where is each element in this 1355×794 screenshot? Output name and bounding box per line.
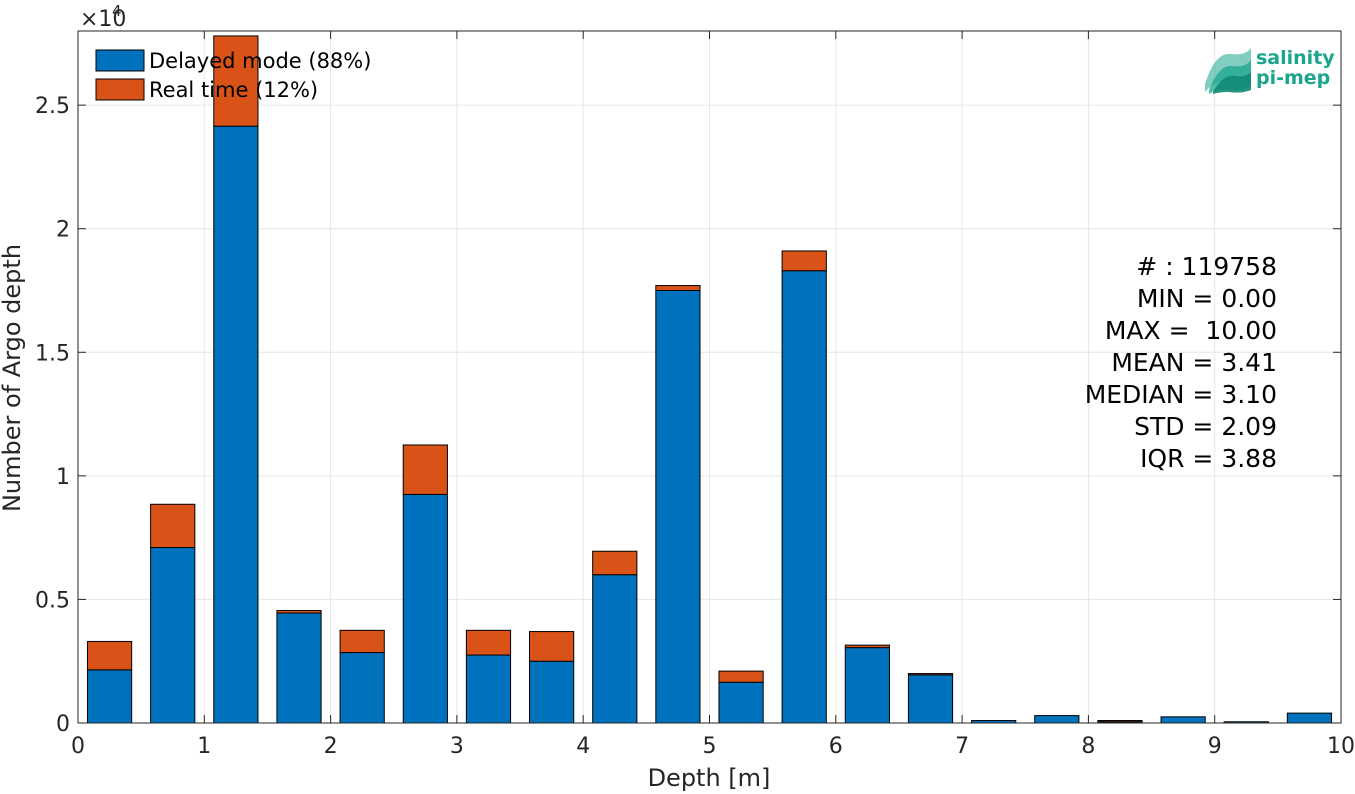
bar-real-time (86, 640, 133, 671)
bar-delayed-mode (402, 493, 448, 724)
x-axis-title: Depth [m] (648, 764, 771, 792)
bar-real-time (213, 35, 259, 127)
bar-delayed-mode (276, 612, 322, 724)
bar-delayed-mode (1034, 715, 1080, 724)
bar-delayed-mode (907, 674, 954, 724)
y-tick-label: 1 (56, 465, 70, 490)
y-exponent-label: ×10 4 (80, 2, 126, 32)
x-tick-label: 7 (955, 734, 969, 759)
legend-swatch-realtime (95, 78, 145, 101)
y-axis-title: Number of Argo depth (0, 244, 26, 512)
x-tick-label: 8 (1081, 734, 1095, 759)
bar-delayed-mode (86, 669, 133, 724)
grid-lines (77, 31, 1342, 724)
y-exponent-power: 4 (112, 2, 122, 20)
bar-delayed-mode (781, 270, 827, 724)
bars (86, 35, 1333, 724)
stats-line: IQR = 3.88 (1140, 444, 1277, 473)
bar-delayed-mode (150, 547, 196, 724)
stats-line: MAX = 10.00 (1105, 316, 1277, 345)
bar-delayed-mode (1286, 712, 1333, 724)
salinity-pi-mep-logo: salinity pi-mep (1205, 47, 1335, 94)
wave-logo-icon (1205, 48, 1251, 94)
bar-delayed-mode (592, 574, 638, 724)
x-tick-label: 10 (1327, 734, 1355, 759)
y-tick-label: 2.5 (35, 94, 70, 119)
bar-real-time (150, 503, 196, 549)
logo-text-salinity: salinity (1256, 47, 1335, 69)
bar-real-time (402, 444, 448, 495)
x-axis-ticks: 0 1 2 3 4 5 6 7 8 9 10 (71, 31, 1355, 759)
bar-delayed-mode (465, 654, 512, 724)
bar-real-time (592, 550, 638, 576)
stats-line: MEAN = 3.41 (1111, 348, 1277, 377)
bar-real-time (276, 610, 322, 614)
x-tick-label: 4 (576, 734, 590, 759)
bar-real-time (529, 631, 575, 662)
bar-real-time (655, 285, 701, 291)
x-tick-label: 1 (197, 734, 211, 759)
y-tick-label: 0.5 (35, 588, 70, 613)
y-exponent-base: ×10 (80, 7, 126, 32)
bar-delayed-mode (529, 660, 575, 724)
x-tick-label: 0 (71, 734, 85, 759)
bar-real-time (781, 250, 827, 272)
x-tick-label: 6 (829, 734, 843, 759)
y-tick-label: 1.5 (35, 341, 70, 366)
x-tick-label: 3 (450, 734, 464, 759)
legend-swatch-delayed (95, 49, 145, 72)
stats-box: # : 119758 MIN = 0.00 MAX = 10.00 MEAN = 3.… (1085, 252, 1277, 473)
x-tick-label: 2 (324, 734, 338, 759)
y-tick-label: 0 (56, 712, 70, 737)
stats-line: MEDIAN = 3.10 (1085, 380, 1277, 409)
stats-line: MIN = 0.00 (1137, 284, 1277, 313)
x-tick-label: 5 (703, 734, 717, 759)
x-tick-label: 9 (1208, 734, 1222, 759)
bar-real-time (844, 644, 890, 649)
bar-delayed-mode (844, 647, 890, 724)
bar-delayed-mode (213, 125, 259, 724)
bar-real-time (907, 673, 954, 676)
y-axis-ticks: 0 0.5 1 1.5 2 2.5 (35, 94, 1341, 737)
bar-real-time (339, 629, 385, 654)
bar-delayed-mode (1160, 716, 1206, 724)
legend-label-delayed: Delayed mode (88%) (149, 49, 371, 73)
y-tick-label: 2 (56, 218, 70, 243)
bar-delayed-mode (339, 652, 385, 724)
legend: Delayed mode (88%) Real time (12%) (95, 49, 371, 102)
bar-real-time (718, 670, 764, 683)
legend-label-realtime: Real time (12%) (149, 78, 318, 102)
logo-text-pi-mep: pi-mep (1256, 67, 1330, 89)
bar-real-time (465, 629, 512, 656)
bar-delayed-mode (718, 681, 764, 724)
stats-line: STD = 2.09 (1134, 412, 1277, 441)
bar-delayed-mode (655, 290, 701, 724)
stats-line: # : 119758 (1136, 252, 1277, 281)
bar-real-time (1097, 720, 1143, 723)
